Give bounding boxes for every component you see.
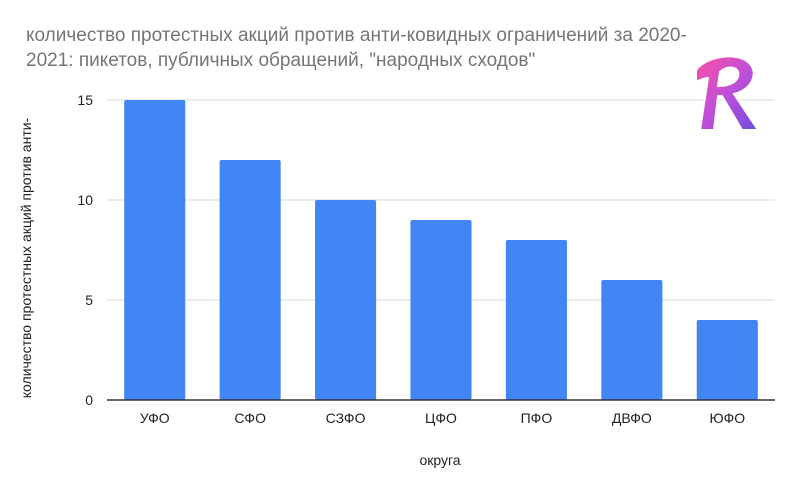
x-tick-label: ДВФО: [612, 410, 652, 426]
chart-title-line-1: количество протестных акций против анти-…: [26, 25, 687, 46]
y-tick-label: 15: [77, 92, 93, 108]
x-tick-label: УФО: [140, 410, 170, 426]
y-tick-label: 5: [85, 292, 93, 308]
bar: [505, 240, 567, 400]
bar: [601, 280, 663, 400]
bar: [219, 160, 281, 400]
bar: [124, 100, 186, 400]
bar: [410, 220, 472, 400]
x-tick-label: СЗФО: [326, 410, 366, 426]
x-tick-label: ПФО: [521, 410, 553, 426]
x-tick-label: ЮФО: [709, 410, 745, 426]
x-axis-label: округа: [419, 452, 461, 468]
chart-title-line-2: 2021: пикетов, публичных обращений, "нар…: [26, 50, 536, 71]
y-tick-label: 0: [85, 392, 93, 408]
y-tick-label: 10: [77, 192, 93, 208]
x-tick-label: ЦФО: [425, 410, 457, 426]
bar: [315, 200, 377, 400]
bar: [696, 320, 758, 400]
x-tick-label: СФО: [234, 410, 266, 426]
r-logo-icon: [695, 55, 760, 131]
